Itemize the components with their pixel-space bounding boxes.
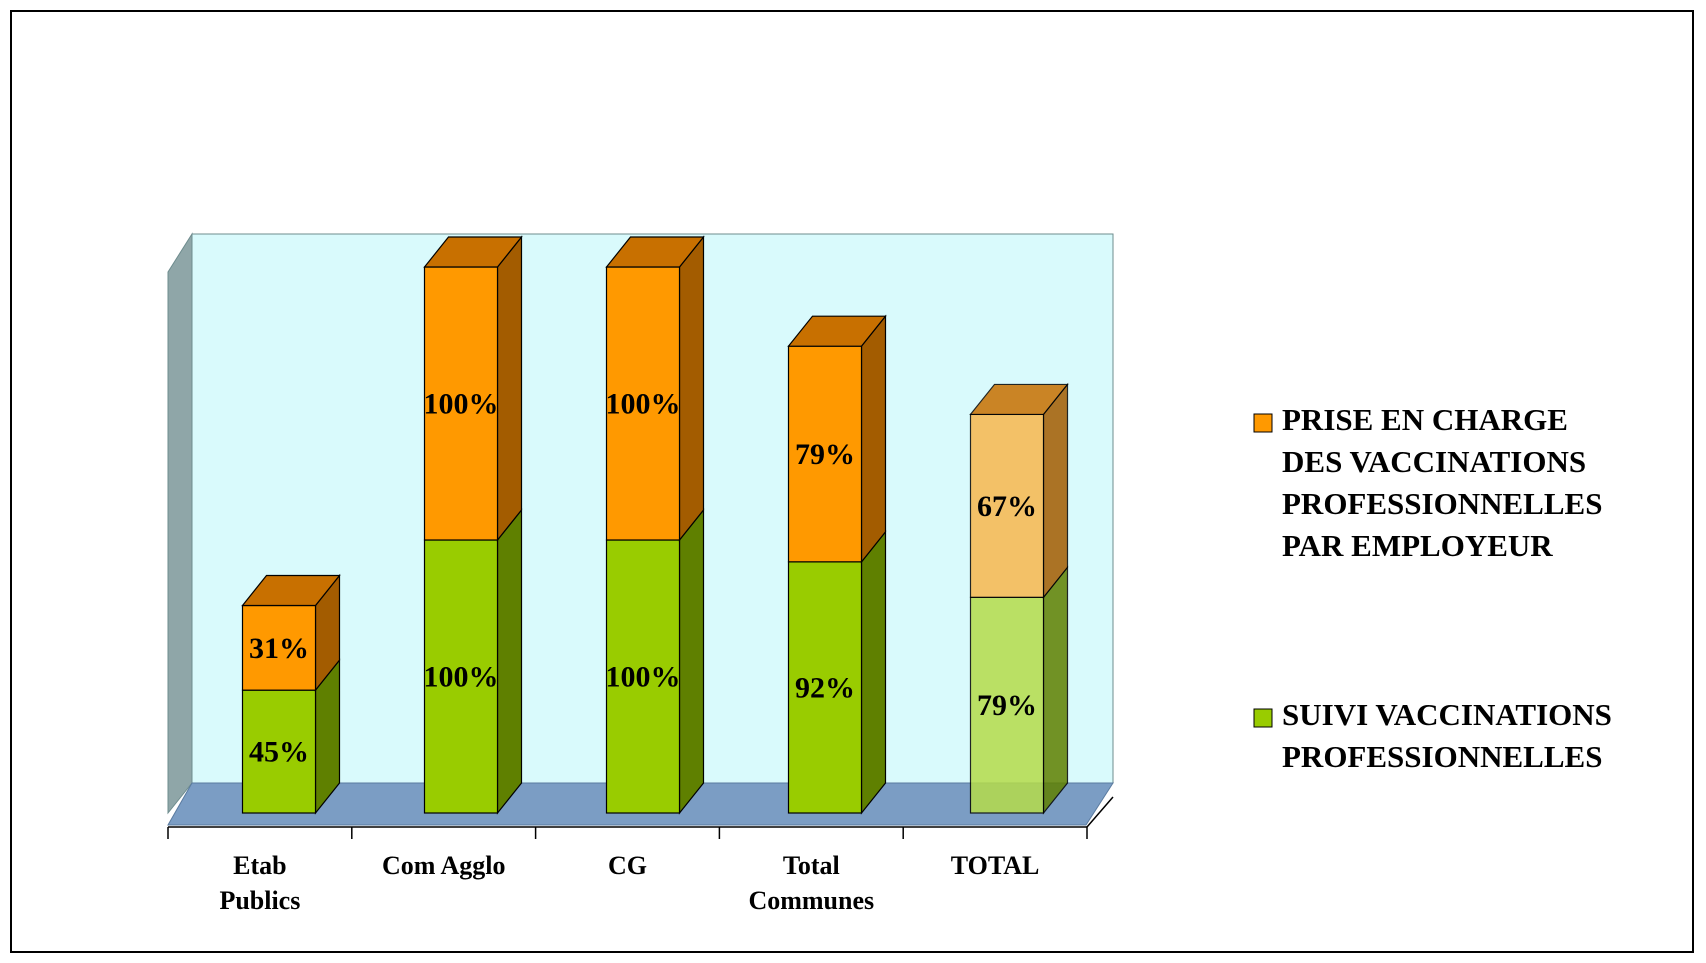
bar-top-2 [605,236,705,268]
bar-top-1 [423,236,523,268]
data-label-1-1: 100% [424,388,499,421]
legend-item-0: PRISE EN CHARGE DES VACCINATIONS PROFESSIO… [1253,402,1602,563]
bar-side-1-4 [1042,382,1069,600]
bar-0-1 [423,539,499,814]
bar-0-2 [605,539,681,814]
data-label-1-2: 100% [606,388,681,421]
x-tick-label-2-0: CG [608,851,647,880]
side-wall [167,232,193,815]
data-label-0-1: 100% [424,661,499,694]
bar-0-4 [969,596,1045,814]
bar-side-0-3 [860,530,887,815]
legend-item-1: SUIVI VACCINATIONS PROFESSIONNELLES [1253,697,1612,774]
chart-frame: 45% 31% 100% 100% 100% 100% 92% 79% 79% 67% Etab P… [10,10,1694,953]
data-label-0-4: 79% [977,689,1037,722]
legend: PRISE EN CHARGE DES VACCINATIONS PROFESSIO… [1253,402,1612,774]
x-tick-label-4-0: TOTAL [951,851,1040,880]
bar-1-1 [423,266,499,541]
x-tick-label-3-1: Communes [748,886,874,915]
legend-label-1-0: SUIVI VACCINATIONS [1282,697,1612,732]
data-label-0-2: 100% [606,661,681,694]
legend-label-0-3: PAR EMPLOYEUR [1282,528,1553,563]
data-label-1-4: 67% [977,490,1037,523]
bar-1-2 [605,266,681,541]
x-axis-depth-line [1086,796,1114,828]
data-label-1-3: 79% [795,438,855,471]
bar-stack-0: 45% 31% [241,573,341,815]
bar-top-3 [787,315,887,347]
bar-stack-2: 100% 100% [605,235,705,815]
bar-0-0 [241,689,317,814]
data-label-1-0: 31% [249,632,309,665]
bars-layer: 45% 31% 100% 100% 100% 100% 92% 79% 79% 67% [241,235,1069,815]
bar-stack-1: 100% 100% [423,235,523,815]
bar-side-1-1 [496,235,523,542]
data-label-0-0: 45% [249,736,309,769]
bar-side-1-3 [860,314,887,564]
x-tick-label-3-0: Total [783,851,840,880]
legend-swatch-1 [1253,708,1273,728]
bar-side-0-4 [1042,565,1069,815]
bar-side-1-2 [678,235,705,542]
bar-side-0-2 [678,508,705,815]
x-axis: Etab Publics Com Agglo CG Total Communes TOTAL [167,796,1114,915]
bar-top-0 [241,574,341,607]
bar-top-4 [969,383,1069,416]
stacked-bar-chart-3d: 45% 31% 100% 100% 100% 100% 92% 79% 79% 67% Etab P… [167,232,1612,915]
bar-stack-3: 92% 79% [787,314,887,815]
x-tick-label-0-0: Etab [233,851,286,880]
bar-1-4 [969,413,1045,598]
bar-stack-4: 79% 67% [969,382,1069,815]
bar-side-0-1 [496,508,523,815]
x-tick-label-0-1: Publics [219,886,300,915]
legend-label-0-1: DES VACCINATIONS [1282,444,1586,479]
legend-swatch-0 [1253,413,1273,433]
x-tick-label-1-0: Com Agglo [382,851,506,880]
legend-label-0-2: PROFESSIONNELLES [1282,486,1602,521]
data-label-0-3: 92% [795,671,855,704]
bar-1-3 [787,345,863,563]
bar-0-3 [787,561,863,814]
legend-label-0-0: PRISE EN CHARGE [1282,402,1568,437]
legend-label-1-1: PROFESSIONNELLES [1282,739,1602,774]
